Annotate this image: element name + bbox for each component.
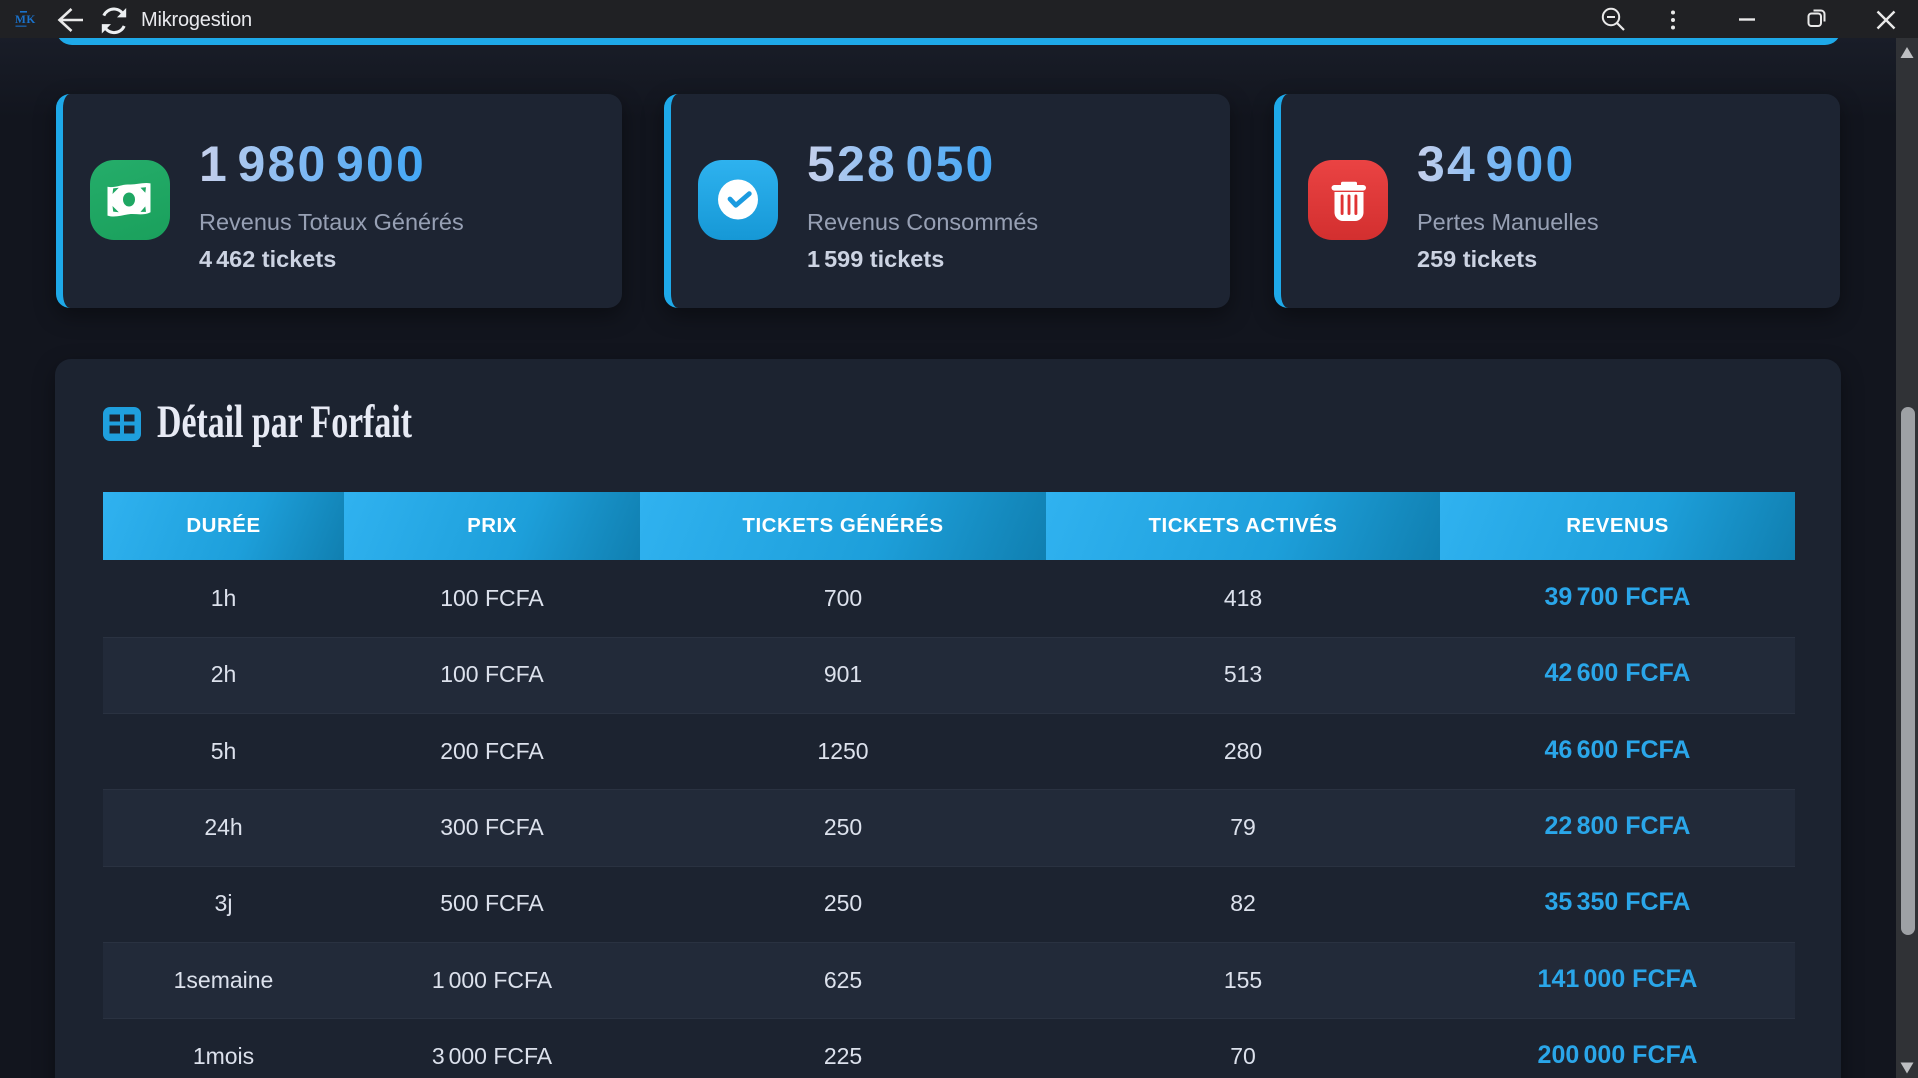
svg-text:MK: MK <box>15 14 36 26</box>
